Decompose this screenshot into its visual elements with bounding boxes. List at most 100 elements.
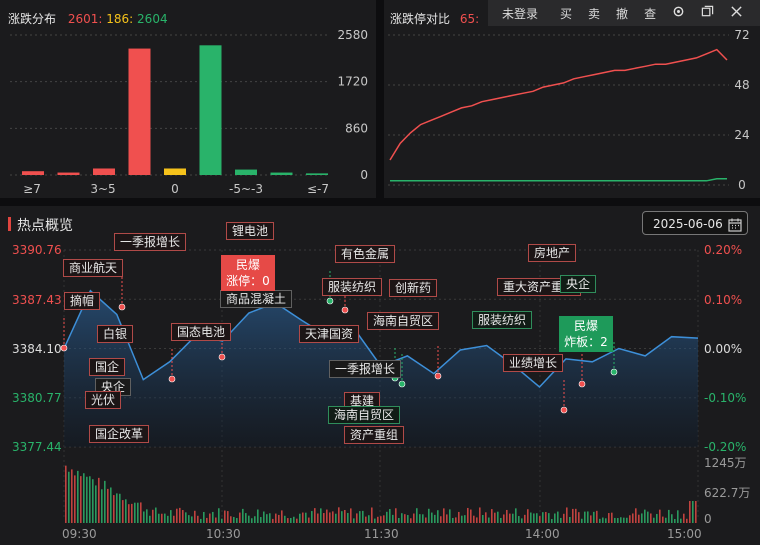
volume-bar <box>692 501 694 523</box>
volume-bar <box>281 510 283 523</box>
topic-tag[interactable]: 锂电池 <box>226 222 275 240</box>
volume-bar <box>629 515 631 523</box>
limit-up-box[interactable]: 民爆 涨停：0 <box>221 255 275 291</box>
volume-bar <box>467 507 469 523</box>
volume-bar <box>179 507 181 523</box>
volume-bar <box>122 500 124 523</box>
topic-tag[interactable]: 一季报增长 <box>114 233 187 251</box>
topic-tag[interactable]: 创新药 <box>389 279 438 297</box>
volume-bar <box>602 517 604 523</box>
date-picker[interactable]: 2025-06-06 <box>642 211 748 235</box>
volume-bar <box>620 517 622 523</box>
volume-bar <box>641 513 643 523</box>
volume-bar <box>167 515 169 523</box>
topic-tag[interactable]: 国企改革 <box>89 425 150 443</box>
topic-tag[interactable]: 海南自贸区 <box>367 312 440 330</box>
bar <box>235 169 257 175</box>
volume-bar <box>335 513 337 523</box>
volume-bar <box>617 518 619 523</box>
volume-bar <box>563 513 565 523</box>
topic-tag[interactable]: 商业航天 <box>63 259 124 277</box>
limit-header: 涨跌停对比 65: <box>390 10 479 27</box>
volume-bar <box>530 512 532 523</box>
topic-tag[interactable]: 国态电池 <box>171 323 232 341</box>
volume-bar <box>518 516 520 523</box>
y-tick-label: 860 <box>345 121 368 135</box>
volume-bar <box>65 465 67 523</box>
topic-tag[interactable]: 业绩增长 <box>503 354 564 372</box>
topic-tag[interactable]: 天津国资 <box>299 325 360 343</box>
broken-board-box[interactable]: 民爆 炸板：2 <box>559 316 613 352</box>
volume-bar <box>677 510 679 523</box>
topic-tag[interactable]: 资产重组 <box>344 426 405 444</box>
volume-bar <box>74 475 76 523</box>
calendar-icon[interactable] <box>728 216 742 240</box>
volume-bar <box>341 511 343 523</box>
volume-bar <box>635 508 637 523</box>
volume-bar <box>407 515 409 523</box>
topic-tag[interactable]: 央企 <box>560 275 597 293</box>
distribution-header: 涨跌分布 2601: 186: 2604 <box>8 10 168 27</box>
volume-bar <box>161 513 163 523</box>
volume-bar <box>581 518 583 523</box>
volume-bar <box>200 518 202 523</box>
bar <box>199 45 222 176</box>
volume-bar <box>353 518 355 523</box>
volume-bar <box>116 493 118 523</box>
volume-bar <box>224 510 226 523</box>
buy-button[interactable]: 买 <box>560 6 573 21</box>
volume-bar <box>203 511 205 523</box>
volume-bar <box>416 508 418 523</box>
volume-bar <box>332 511 334 523</box>
close-icon[interactable] <box>722 5 751 21</box>
topic-tag[interactable]: 服装纺织 <box>322 278 383 296</box>
topic-tag[interactable]: 白银 <box>97 325 134 343</box>
volume-bar <box>392 514 394 523</box>
query-button[interactable]: 查 <box>644 6 657 21</box>
volume-bar <box>251 518 253 523</box>
login-button[interactable]: 未登录 <box>502 6 539 21</box>
topic-tag[interactable]: 服装纺织 <box>472 311 533 329</box>
pct-tick-bottom: -0.20% <box>704 440 747 454</box>
volume-bar <box>560 517 562 523</box>
volume-bar <box>506 509 508 523</box>
topic-tag[interactable]: 一季报增长 <box>329 360 402 378</box>
sell-button[interactable]: 卖 <box>588 6 601 21</box>
volume-bar <box>410 518 412 523</box>
volume-bar <box>515 508 517 523</box>
volume-bar <box>695 501 697 523</box>
topic-tag[interactable]: 有色金属 <box>335 245 396 263</box>
volume-bar <box>317 513 319 523</box>
volume-bar <box>524 514 526 523</box>
x-tick-label: 3~5 <box>90 182 115 196</box>
bar <box>128 48 151 176</box>
cancel-order-button[interactable]: 撤 <box>616 6 629 21</box>
restore-window-icon[interactable] <box>693 5 722 21</box>
settings-icon[interactable] <box>664 5 693 21</box>
topic-tag[interactable]: 房地产 <box>528 244 577 262</box>
bar <box>22 171 44 175</box>
limit-panel: 涨跌停对比 65: 72 48 24 0 <box>384 0 760 198</box>
topic-tag[interactable]: 国企 <box>89 358 126 376</box>
volume-bar <box>497 511 499 523</box>
volume-bar <box>68 471 70 523</box>
topic-tag[interactable]: 海南自贸区 <box>328 406 401 424</box>
volume-bar <box>80 476 82 523</box>
topic-tag[interactable]: 光伏 <box>85 391 122 409</box>
volume-bar <box>551 518 553 523</box>
vol-tick-zero: 0 <box>704 512 712 526</box>
topic-tag[interactable]: 商品混凝土 <box>220 290 293 308</box>
volume-bar <box>194 510 196 523</box>
volume-bar <box>485 512 487 523</box>
volume-bar <box>650 513 652 523</box>
pct-tick-mid: 0.00% <box>704 342 743 356</box>
volume-bar <box>593 511 595 523</box>
volume-bar <box>488 517 490 523</box>
topic-tag[interactable]: 摘帽 <box>64 292 101 310</box>
volume-bar <box>566 507 568 523</box>
volume-bar <box>323 513 325 523</box>
volume-bar <box>170 510 172 523</box>
volume-bar <box>329 512 331 523</box>
pct-tick-top: 0.20% <box>704 243 743 257</box>
volume-bar <box>92 479 94 523</box>
